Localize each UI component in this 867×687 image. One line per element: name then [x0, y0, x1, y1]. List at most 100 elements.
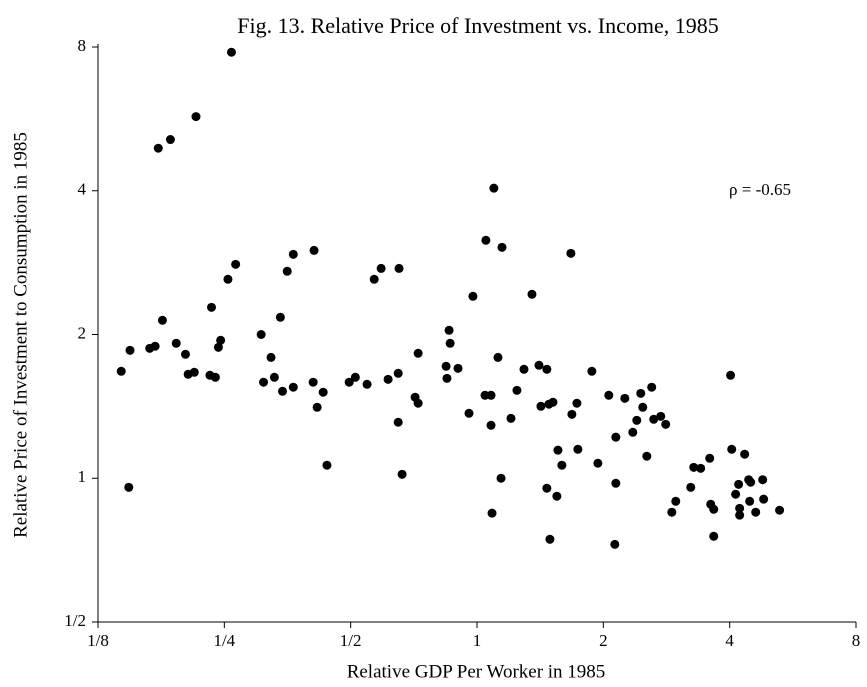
point — [705, 453, 715, 463]
point — [394, 263, 404, 273]
point — [393, 417, 403, 427]
point — [191, 112, 201, 122]
point — [620, 393, 630, 403]
point — [536, 401, 546, 411]
point — [667, 507, 677, 517]
point — [610, 539, 620, 549]
point — [527, 289, 537, 299]
point — [519, 364, 529, 374]
point — [116, 366, 126, 376]
point — [180, 349, 190, 359]
point — [266, 352, 276, 362]
annotation: ρ = -0.65 — [729, 180, 791, 199]
chart-title: Fig. 13. Relative Price of Investment vs… — [237, 13, 718, 38]
point — [288, 382, 298, 392]
point — [726, 370, 736, 380]
point — [593, 458, 603, 468]
x-tick-label: 1/2 — [340, 631, 362, 650]
point — [734, 479, 744, 489]
point — [259, 377, 269, 387]
y-axis-label: Relative Price of Investment to Consumpt… — [10, 132, 31, 538]
point — [557, 460, 567, 470]
point — [318, 387, 328, 397]
point — [552, 491, 562, 501]
point — [125, 345, 135, 355]
point — [496, 473, 506, 483]
point — [566, 248, 576, 258]
point — [376, 263, 386, 273]
point — [686, 482, 696, 492]
point — [656, 411, 666, 421]
point — [647, 382, 657, 392]
point — [548, 397, 558, 407]
x-tick-label: 4 — [725, 631, 734, 650]
point — [506, 413, 516, 423]
point — [288, 249, 298, 259]
point — [226, 47, 236, 57]
y-tick-label: 2 — [78, 323, 87, 342]
point — [497, 242, 507, 252]
point — [442, 373, 452, 383]
point — [269, 372, 279, 382]
point — [486, 420, 496, 430]
point — [444, 325, 454, 335]
point — [213, 342, 223, 352]
point — [206, 302, 216, 312]
point — [350, 372, 360, 382]
point — [735, 503, 745, 513]
point — [383, 374, 393, 384]
point — [150, 341, 160, 351]
point — [735, 510, 745, 520]
point — [689, 462, 699, 472]
point — [572, 398, 582, 408]
point — [489, 183, 499, 193]
point — [189, 367, 199, 377]
x-tick-label: 1/8 — [87, 631, 109, 650]
point — [171, 338, 181, 348]
point — [282, 266, 292, 276]
point — [369, 274, 379, 284]
point — [362, 379, 372, 389]
point — [638, 402, 648, 412]
point — [441, 361, 451, 371]
y-tick-label: 8 — [78, 36, 87, 55]
point — [445, 338, 455, 348]
point — [210, 372, 220, 382]
point — [153, 143, 163, 153]
point — [727, 444, 737, 454]
point — [223, 274, 233, 284]
point — [759, 494, 769, 504]
point — [493, 352, 503, 362]
point — [481, 235, 491, 245]
point — [308, 377, 318, 387]
point — [413, 398, 423, 408]
point — [486, 390, 496, 400]
y-tick-label: 4 — [78, 180, 87, 199]
point — [611, 432, 621, 442]
point — [709, 504, 719, 514]
point — [312, 402, 322, 412]
point — [642, 451, 652, 461]
point — [611, 478, 621, 488]
x-axis-label: Relative GDP Per Worker in 1985 — [347, 661, 606, 682]
point — [256, 330, 266, 339]
point — [275, 312, 285, 322]
point — [322, 460, 332, 470]
point — [165, 135, 175, 145]
point — [709, 531, 719, 541]
point — [746, 477, 756, 487]
point — [775, 505, 785, 515]
point — [545, 534, 555, 544]
point — [157, 315, 167, 325]
point — [628, 427, 638, 437]
point — [464, 408, 474, 418]
point — [124, 482, 134, 492]
point — [468, 291, 478, 301]
point — [745, 496, 755, 506]
point — [216, 335, 226, 345]
point — [740, 449, 750, 459]
x-tick-label: 1 — [473, 631, 482, 650]
point — [567, 409, 577, 419]
point — [751, 507, 761, 517]
